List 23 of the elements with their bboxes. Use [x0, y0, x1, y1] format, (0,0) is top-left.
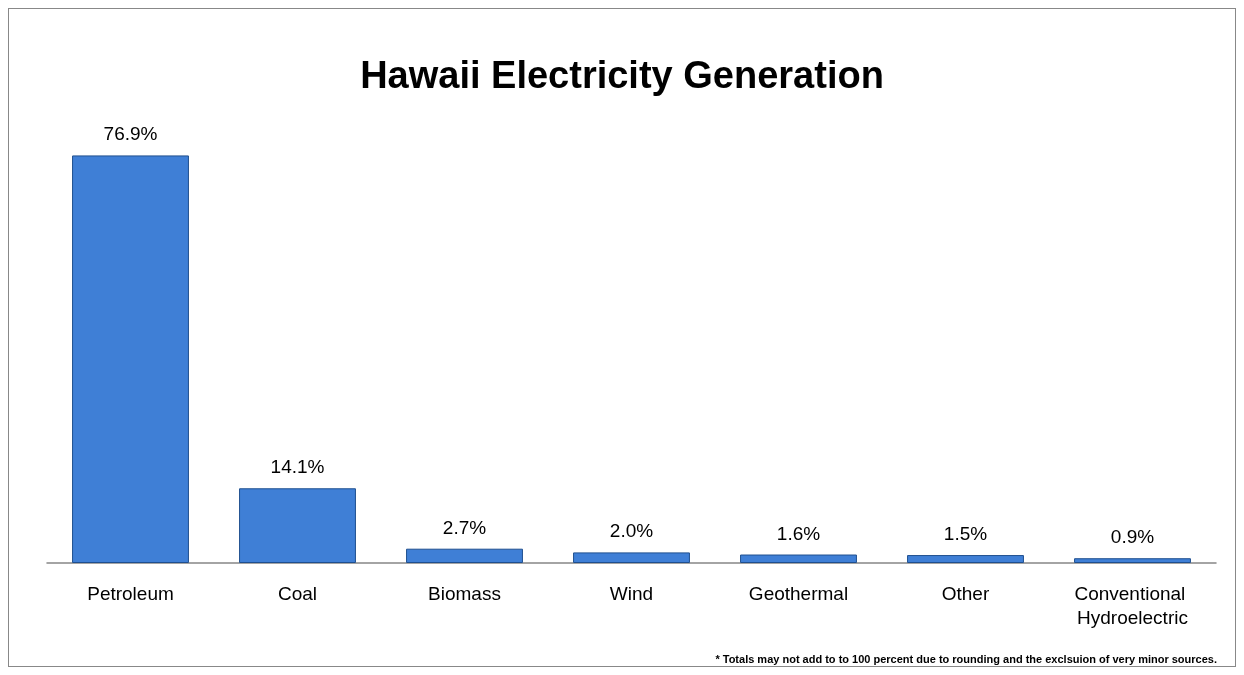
x-tick-label: Petroleum: [87, 582, 174, 604]
x-tick-label: Conventional Hydroelectric: [1074, 582, 1191, 628]
data-label: 1.5%: [943, 523, 988, 545]
text: * Totals may not add to to 100 percent due to rounding and the exclsuion of very minor sources.: [715, 652, 1218, 665]
chart-title: Hawaii Electricity Generation: [360, 54, 884, 96]
x-tick-label: Wind: [609, 582, 654, 604]
data-label: 2.0%: [609, 520, 654, 542]
x-tick-label: Biomass: [428, 582, 501, 604]
bar: [907, 555, 1024, 563]
bar: [573, 552, 690, 563]
data-label: 14.1%: [270, 456, 325, 478]
bar: [1074, 558, 1191, 563]
x-tick-label: Other: [941, 582, 990, 604]
x-tick-label: Geothermal: [748, 582, 849, 604]
bar: [406, 548, 523, 563]
data-label: 1.6%: [776, 522, 821, 544]
data-label: 0.9%: [1110, 526, 1155, 548]
bar: [72, 155, 189, 563]
bar: [740, 554, 857, 563]
data-label: 76.9%: [103, 123, 158, 145]
bar: [239, 488, 356, 563]
data-label: 2.7%: [442, 516, 487, 538]
x-tick-label: Coal: [277, 582, 318, 604]
